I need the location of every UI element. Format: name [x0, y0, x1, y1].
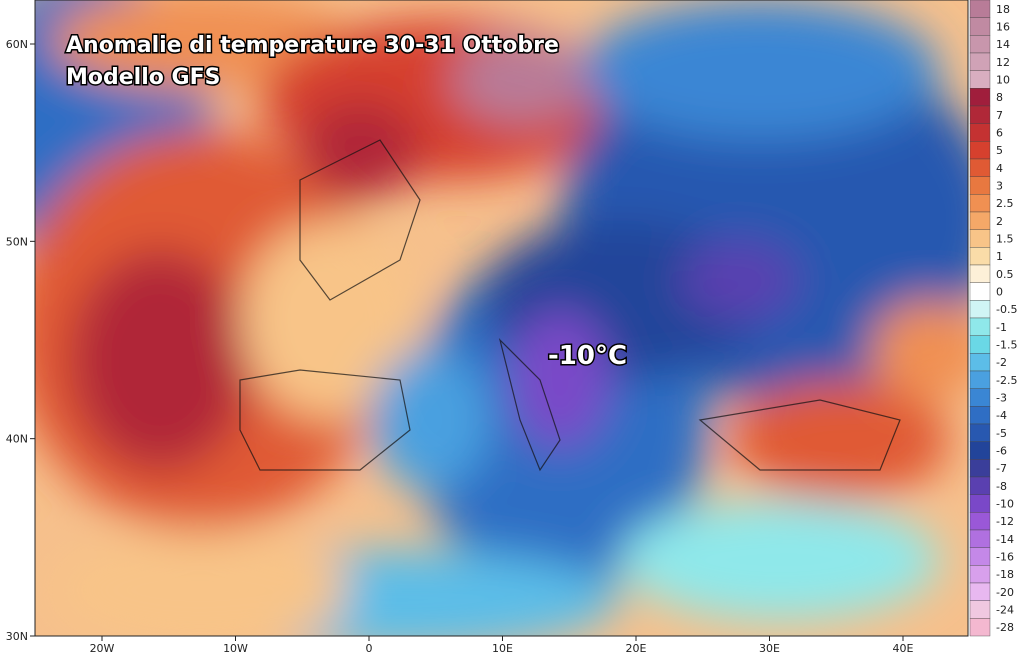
colorbar-label: -16 — [996, 551, 1014, 564]
colorbar-label: 6 — [996, 127, 1003, 140]
colorbar-label: 8 — [996, 91, 1003, 104]
colorbar-swatch — [969, 512, 991, 531]
colorbar-swatch — [969, 0, 991, 18]
colorbar-label: -8 — [996, 480, 1007, 493]
axes: 60N 50N 40N 30N 20W 10W 0 10E 20E 30E 40E — [6, 38, 914, 655]
lon-label: 30E — [759, 642, 780, 655]
colorbar-label: 5 — [996, 144, 1003, 157]
colorbar-label: -7 — [996, 462, 1007, 475]
map-frame — [34, 0, 969, 637]
colorbar-swatch — [969, 370, 991, 389]
colorbar-swatch — [969, 476, 991, 495]
colorbar-label: 2 — [996, 215, 1003, 228]
colorbar-swatch — [969, 335, 991, 354]
colorbar-label: 0.5 — [996, 268, 1014, 281]
lat-label: 50N — [6, 235, 28, 248]
colorbar-swatch — [969, 300, 991, 319]
colorbar-swatch — [969, 353, 991, 372]
colorbar: 18 16 14 12 10 8 7 6 5 4 3 2.5 2 1.5 1 0.5 0 -0.5 -1 -1.5 -2… — [969, 0, 1017, 637]
colorbar-swatch — [969, 600, 991, 619]
colorbar-label: -1.5 — [996, 339, 1017, 352]
colorbar-swatch — [969, 459, 991, 478]
colorbar-swatch — [969, 158, 991, 177]
colorbar-label: 7 — [996, 109, 1003, 122]
lon-label: 20E — [626, 642, 647, 655]
colorbar-swatch — [969, 441, 991, 460]
colorbar-swatch — [969, 17, 991, 36]
colorbar-swatch — [969, 141, 991, 160]
colorbar-label: 18 — [996, 3, 1010, 16]
lon-label: 10E — [492, 642, 513, 655]
colorbar-label: 3 — [996, 180, 1003, 193]
colorbar-swatch — [969, 423, 991, 442]
lat-label: 40N — [6, 433, 28, 446]
colorbar-swatch — [969, 317, 991, 336]
colorbar-swatch — [969, 105, 991, 124]
title-line: Anomalie di temperature 30-31 Ottobre — [66, 33, 559, 58]
colorbar-label: -20 — [996, 586, 1014, 599]
colorbar-swatch — [969, 529, 991, 548]
colorbar-label: -2 — [996, 356, 1007, 369]
colorbar-swatch — [969, 618, 991, 637]
colorbar-label: 2.5 — [996, 197, 1014, 210]
colorbar-swatch — [969, 247, 991, 266]
lon-label: 10W — [223, 642, 248, 655]
colorbar-label: -2.5 — [996, 374, 1017, 387]
colorbar-swatch — [969, 264, 991, 283]
colorbar-swatch — [969, 176, 991, 195]
colorbar-swatch — [969, 123, 991, 142]
colorbar-swatch — [969, 88, 991, 107]
colorbar-label: 16 — [996, 21, 1010, 34]
colorbar-label: 12 — [996, 56, 1010, 69]
colorbar-label: 0 — [996, 286, 1003, 299]
annotation: -10°C — [548, 341, 627, 371]
colorbar-swatch — [969, 194, 991, 213]
colorbar-label: 1 — [996, 250, 1003, 263]
colorbar-label: -12 — [996, 515, 1014, 528]
colorbar-swatch — [969, 282, 991, 301]
colorbar-swatch — [969, 388, 991, 407]
colorbar-swatch — [969, 52, 991, 71]
colorbar-label: -10 — [996, 498, 1014, 511]
colorbar-swatch — [969, 565, 991, 584]
map-field — [35, 0, 968, 636]
title-line: Modello GFS — [66, 65, 220, 90]
colorbar-swatch — [969, 229, 991, 248]
lon-label: 20W — [90, 642, 115, 655]
colorbar-swatch — [969, 70, 991, 89]
colorbar-label: -24 — [996, 604, 1014, 617]
colorbar-swatch — [969, 547, 991, 566]
colorbar-swatch — [969, 494, 991, 513]
colorbar-swatch — [969, 406, 991, 425]
colorbar-label: 1.5 — [996, 233, 1014, 246]
colorbar-label: -14 — [996, 533, 1014, 546]
colorbar-label: -4 — [996, 409, 1007, 422]
lat-label: 30N — [6, 630, 28, 643]
colorbar-label: -3 — [996, 392, 1007, 405]
colorbar-label: 4 — [996, 162, 1003, 175]
colorbar-swatch — [969, 211, 991, 230]
colorbar-label: 14 — [996, 38, 1010, 51]
colorbar-label: -28 — [996, 621, 1014, 634]
lon-label: 40E — [893, 642, 914, 655]
colorbar-label: -5 — [996, 427, 1007, 440]
colorbar-label: 10 — [996, 74, 1010, 87]
colorbar-label: -0.5 — [996, 303, 1017, 316]
colorbar-label: -1 — [996, 321, 1007, 334]
colorbar-label: -6 — [996, 445, 1007, 458]
colorbar-swatch — [969, 582, 991, 601]
lon-label: 0 — [366, 642, 373, 655]
lat-label: 60N — [6, 38, 28, 51]
colorbar-label: -18 — [996, 568, 1014, 581]
colorbar-swatch — [969, 35, 991, 54]
